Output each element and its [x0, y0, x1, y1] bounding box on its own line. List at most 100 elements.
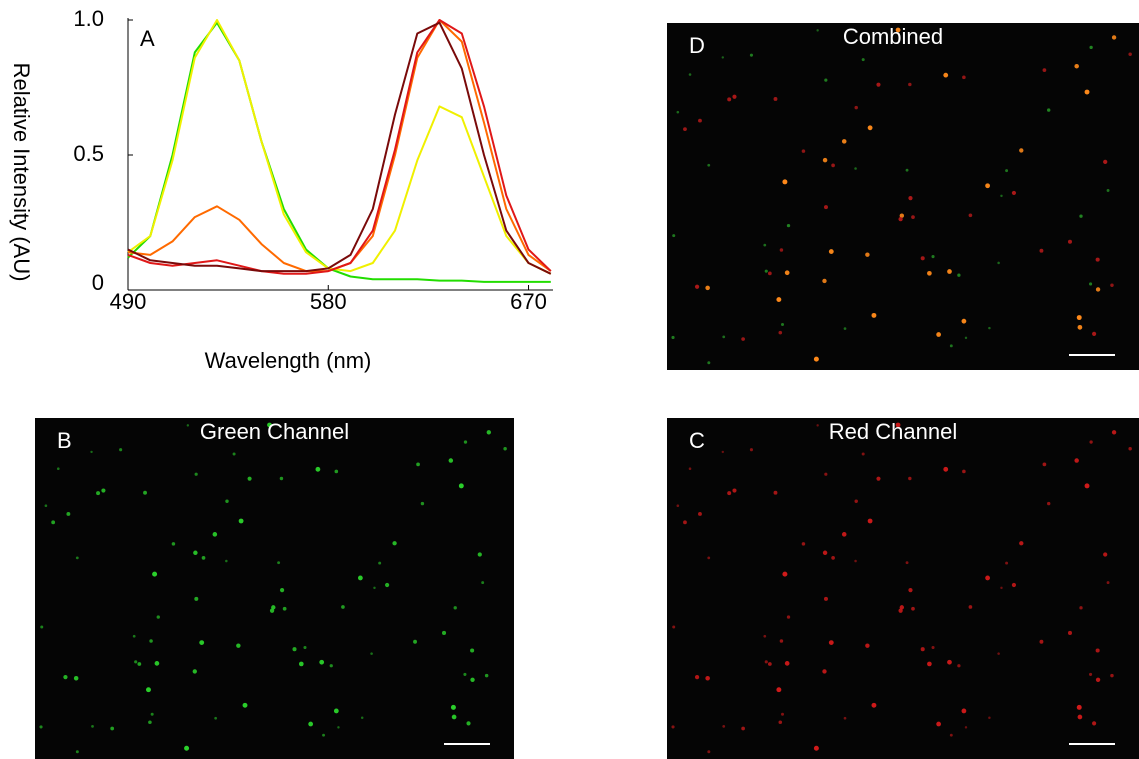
fluorescent-spot: [308, 721, 314, 727]
fluorescent-spot: [899, 213, 905, 218]
fluorescent-spot: [341, 605, 345, 609]
fluorescent-spot: [1084, 483, 1090, 489]
fluorescent-spot: [801, 542, 806, 546]
fluorescent-spot: [119, 448, 123, 452]
fluorescent-spot: [277, 561, 281, 565]
fluorescent-spot: [727, 97, 732, 102]
fluorescent-spot: [865, 643, 870, 648]
fluorescent-spot: [171, 542, 176, 546]
fluorescent-spot: [1089, 282, 1093, 286]
fluorescent-spot: [867, 125, 873, 131]
fluorescent-spot: [1005, 561, 1009, 565]
fluorescent-spot: [137, 662, 142, 666]
fluorescent-spot: [988, 326, 991, 330]
fluorescent-spot: [247, 476, 252, 481]
fluorescent-spot: [1079, 606, 1083, 610]
fluorescent-spot: [470, 677, 475, 682]
fluorescent-spot: [315, 466, 321, 472]
micrograph-background: [667, 23, 1139, 370]
spectrum-line: [127, 21, 552, 275]
fluorescent-spot: [63, 675, 68, 680]
fluorescent-spot: [1011, 190, 1017, 196]
fluorescent-spot: [91, 724, 94, 728]
micrograph-background: [667, 418, 1139, 759]
fluorescent-spot: [824, 78, 828, 82]
fluorescent-spot: [727, 491, 732, 496]
fluorescent-spot: [764, 269, 768, 273]
fluorescent-spot: [920, 256, 925, 261]
fluorescent-spot: [1128, 447, 1132, 451]
fluorescent-spot: [232, 452, 236, 456]
fluorescent-spot: [705, 285, 710, 291]
fluorescent-spot: [1047, 501, 1051, 506]
fluorescent-spot: [238, 518, 244, 524]
x-tick-label: 580: [310, 289, 347, 314]
fluorescent-spot: [721, 450, 724, 454]
fluorescent-spot: [1103, 159, 1108, 165]
fluorescent-spot: [854, 105, 858, 110]
fluorescent-spot: [303, 645, 307, 650]
fluorescent-spot: [298, 661, 304, 667]
fluorescent-spot: [854, 559, 857, 563]
fluorescent-spot: [823, 596, 828, 601]
fluorescent-spot: [961, 708, 967, 714]
x-tick-label: 670: [510, 289, 547, 314]
fluorescent-spot: [898, 608, 903, 613]
y-tick-label: 0.5: [73, 141, 104, 166]
fluorescent-spot: [786, 615, 791, 619]
fluorescent-spot: [192, 669, 197, 674]
fluorescent-spot: [895, 422, 901, 428]
fluorescent-spot: [962, 75, 966, 80]
fluorescent-spot: [931, 255, 935, 259]
fluorescent-spot: [822, 278, 827, 284]
fluorescent-spot: [1110, 283, 1114, 287]
fluorescent-spot: [199, 640, 205, 645]
fluorescent-spot: [778, 720, 783, 725]
fluorescent-spot: [813, 745, 819, 751]
fluorescent-spot: [370, 652, 373, 655]
fluorescent-spot: [271, 605, 276, 610]
fluorescent-spot: [899, 605, 905, 610]
fluorescent-spot: [784, 661, 790, 666]
fluorescent-spot: [985, 183, 990, 189]
fluorescent-spot: [782, 179, 788, 185]
fluorescent-spot: [337, 726, 340, 729]
fluorescent-spot: [1095, 648, 1100, 653]
fluorescent-spot: [334, 469, 339, 474]
fluorescent-spot: [193, 550, 198, 556]
panel-label: B: [57, 428, 72, 453]
fluorescent-spot: [908, 82, 912, 87]
fluorescent-spot: [905, 561, 909, 565]
fluorescent-spot: [968, 213, 973, 218]
fluorescent-spot: [466, 721, 471, 726]
fluorescent-spot: [943, 466, 949, 472]
fluorescent-spot: [964, 726, 968, 729]
fluorescent-spot: [985, 575, 990, 581]
fluorescent-spot: [816, 29, 819, 32]
fluorescent-spot: [968, 605, 973, 609]
fluorescent-spot: [1042, 68, 1047, 73]
fluorescent-spot: [871, 312, 877, 318]
fluorescent-spot: [854, 167, 857, 170]
fluorescent-spot: [749, 448, 753, 452]
fluorescent-spot: [824, 472, 828, 476]
fluorescent-spot: [841, 532, 847, 537]
fluorescent-spot: [186, 424, 190, 427]
fluorescent-spot: [964, 336, 968, 340]
fluorescent-spot: [895, 27, 901, 33]
fluorescent-spot: [1092, 721, 1097, 726]
fluorescent-spot: [898, 216, 903, 222]
fluorescent-spot: [242, 702, 248, 708]
fluorescent-spot: [843, 327, 847, 330]
fluorescent-spot: [40, 625, 44, 629]
fluorescent-spot: [1011, 582, 1017, 588]
fluorescent-spot: [1076, 704, 1082, 710]
fluorescent-spot: [831, 163, 835, 168]
fluorescent-spot: [1019, 541, 1024, 546]
fluorescent-spot: [780, 322, 785, 327]
fluorescent-spot: [694, 675, 700, 680]
fluorescent-spot: [721, 56, 724, 59]
micrograph: C Red Channel: [667, 418, 1139, 759]
y-tick-label: 0: [92, 270, 104, 295]
fluorescent-spot: [279, 476, 284, 481]
